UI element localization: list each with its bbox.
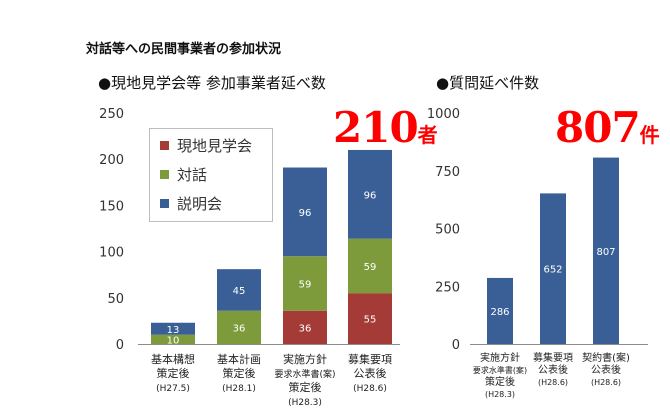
x-tick-label: 要求水準書(案) bbox=[473, 365, 527, 375]
legend-swatch bbox=[160, 169, 169, 179]
x-tick-label: 契約書(案) bbox=[582, 351, 630, 364]
x-tick-label: 公表後 bbox=[591, 363, 621, 376]
x-tick-label: 策定後 bbox=[289, 380, 322, 394]
x-tick-label: (H28.6) bbox=[591, 378, 621, 387]
x-tick-label: 実施方針 bbox=[480, 351, 520, 364]
x-tick-label: 公表後 bbox=[538, 363, 568, 376]
y-tick-label: 100 bbox=[99, 246, 124, 261]
bar-segment bbox=[217, 269, 261, 311]
x-tick-label: 策定後 bbox=[157, 366, 190, 380]
x-tick-label: 策定後 bbox=[223, 366, 256, 380]
right-chart-title: ●質問延べ件数 bbox=[436, 74, 540, 92]
data-label: 36 bbox=[299, 323, 312, 334]
left-chart-title: ●現地見学会等 参加事業者延べ数 bbox=[98, 74, 326, 92]
right-total-unit: 件 bbox=[639, 123, 660, 147]
x-tick-label: 募集要項 bbox=[533, 351, 573, 364]
y-tick-label: 50 bbox=[107, 292, 124, 307]
y-tick-label: 750 bbox=[435, 165, 460, 180]
data-label: 59 bbox=[299, 279, 312, 290]
left-total-unit: 者 bbox=[417, 123, 438, 147]
y-tick-label: 200 bbox=[99, 153, 124, 168]
bar-segment bbox=[151, 322, 195, 335]
y-tick-label: 250 bbox=[99, 107, 124, 122]
bar-segment bbox=[283, 167, 327, 257]
page-title: 対話等への民間事業者の参加状況 bbox=[86, 42, 282, 57]
legend-label: 説明会 bbox=[177, 194, 223, 213]
x-tick-label: (H28.3) bbox=[485, 390, 515, 399]
right-total-callout: 807件 bbox=[555, 103, 660, 152]
y-tick-label: 1000 bbox=[427, 107, 460, 122]
x-tick-label: 募集要項 bbox=[348, 352, 392, 366]
x-tick-label: 策定後 bbox=[485, 375, 515, 388]
bar-segment bbox=[283, 256, 327, 311]
x-tick-label: 基本構想 bbox=[151, 352, 195, 366]
legend-item: 対話 bbox=[160, 162, 207, 186]
legend-item: 現地見学会 bbox=[160, 133, 252, 157]
bar bbox=[540, 193, 566, 344]
right-total-value: 807 bbox=[555, 103, 641, 152]
data-label: 10 bbox=[167, 335, 180, 346]
bar-segment bbox=[348, 238, 392, 294]
x-tick-label: (H28.6) bbox=[353, 384, 387, 394]
x-tick-label: (H28.1) bbox=[222, 384, 256, 394]
x-tick-label: (H27.5) bbox=[156, 384, 190, 394]
bar bbox=[593, 157, 619, 344]
x-tick-label: (H28.3) bbox=[288, 398, 322, 408]
data-label: 96 bbox=[299, 208, 312, 219]
legend-label: 現地見学会 bbox=[177, 136, 253, 155]
x-tick-label: 基本計画 bbox=[217, 352, 261, 366]
legend-label: 対話 bbox=[177, 165, 208, 184]
legend-swatch bbox=[160, 198, 169, 208]
x-tick-label: 要求水準書(案) bbox=[274, 368, 335, 380]
bar-segment bbox=[348, 293, 392, 344]
legend-swatch bbox=[160, 140, 169, 150]
bar-segment bbox=[151, 334, 195, 344]
data-label: 36 bbox=[233, 323, 246, 334]
data-label: 807 bbox=[596, 247, 615, 258]
bar bbox=[487, 277, 513, 344]
legend-item: 説明会 bbox=[160, 191, 222, 215]
left-chart-legend: 現地見学会 対話 説明会 bbox=[149, 128, 273, 222]
data-label: 286 bbox=[490, 307, 509, 318]
x-tick-label: 公表後 bbox=[354, 366, 387, 380]
y-tick-label: 0 bbox=[452, 338, 460, 353]
data-label: 652 bbox=[543, 265, 562, 276]
left-total-value: 210 bbox=[333, 103, 419, 152]
data-label: 59 bbox=[364, 262, 377, 273]
bar-segment bbox=[283, 310, 327, 344]
data-label: 96 bbox=[364, 190, 377, 201]
data-label: 55 bbox=[364, 315, 377, 326]
y-tick-label: 150 bbox=[99, 199, 124, 214]
left-total-callout: 210者 bbox=[333, 103, 438, 152]
bar-segment bbox=[217, 310, 261, 344]
y-tick-label: 0 bbox=[116, 338, 124, 353]
x-tick-label: 実施方針 bbox=[283, 352, 327, 366]
x-tick-label: (H28.6) bbox=[538, 378, 568, 387]
y-tick-label: 250 bbox=[435, 280, 460, 295]
data-label: 45 bbox=[233, 286, 246, 297]
data-label: 13 bbox=[167, 325, 180, 336]
y-tick-label: 500 bbox=[435, 223, 460, 238]
bar-segment bbox=[348, 149, 392, 239]
